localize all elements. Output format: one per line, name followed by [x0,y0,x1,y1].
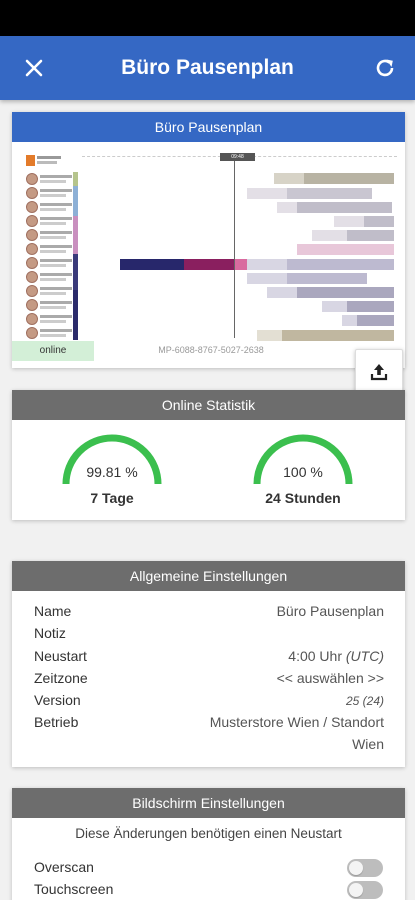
setting-value: Wien [352,736,384,752]
app-header: Büro Pausenplan [0,36,415,100]
setting-label: Notiz [34,625,66,641]
shift-bar [257,330,282,341]
shift-bar [342,315,357,326]
upload-button[interactable] [355,349,403,395]
setting-version: Version 25 (24) [34,692,384,714]
shift-bar [297,202,392,213]
shift-bar [297,244,394,255]
restart-notice: Diese Änderungen benötigen einen Neustar… [75,826,342,841]
setting-value: 25 (24) [345,694,384,708]
timezone-select[interactable]: << auswählen >> [276,670,384,686]
device-serial: MP-6088-8767-5027-2638 [134,341,288,359]
shift-bar [247,188,287,199]
shift-bar-active [234,259,247,270]
schedule-preview[interactable]: 09:48 [12,142,405,368]
setting-label: Zeitzone [34,670,88,686]
shift-bar [322,301,347,312]
setting-label: Name [34,603,72,619]
preview-card-header: Büro Pausenplan [12,112,405,142]
employee-row [26,187,76,200]
display-settings-header: Bildschirm Einstellungen [12,788,405,818]
online-stats-card: Online Statistik 99.81 % 7 Tage 100 % 24… [12,390,405,520]
section-color-bar [73,216,78,254]
employee-row [26,313,76,326]
restart-timezone: (UTC) [345,648,384,664]
setting-label: Version [34,692,81,708]
setting-value: 4:00 Uhr (UTC) [288,648,384,664]
setting-timezone[interactable]: Zeitzone << auswählen >> [34,670,384,692]
gauge-arc [253,434,353,485]
status-bar [0,0,415,36]
shift-bar [304,173,394,184]
shift-bar [277,202,297,213]
shift-bar-active [184,259,234,270]
shift-bar [287,188,372,199]
shift-bar [267,287,297,298]
preview-card: Büro Pausenplan 09:48 [12,112,405,368]
shift-bar-active [120,259,184,270]
section-color-bar [73,172,78,186]
display-settings-card: Bildschirm Einstellungen Diese Änderunge… [12,788,405,900]
online-status-badge: online [12,341,94,361]
shift-bar [312,230,347,241]
close-icon[interactable] [20,54,48,82]
refresh-icon[interactable] [371,54,399,82]
gauge-label: 7 Tage [90,490,134,506]
general-settings-header: Allgemeine Einstellungen [12,561,405,591]
setting-label: Betrieb [34,714,79,730]
gauge-24-hours: 100 % 24 Stunden [253,434,353,520]
setting-overscan: Overscan [34,859,384,881]
shift-bar [247,273,287,284]
upload-icon [370,364,388,381]
setting-touchscreen: Touchscreen [34,881,384,900]
gauge-7-days: 99.81 % 7 Tage [62,434,162,520]
employee-row [26,271,76,284]
gauge-label: 24 Stunden [265,490,341,506]
employee-row [26,215,76,228]
shift-bar [357,315,394,326]
shift-bar [364,216,394,227]
shift-bar [297,287,394,298]
setting-note[interactable]: Notiz [34,625,384,647]
section-color-bar [73,290,78,340]
restart-time: 4:00 Uhr [288,648,342,664]
setting-label: Touchscreen [34,881,114,897]
shift-bar [247,259,287,270]
setting-value: Büro Pausenplan [276,603,384,619]
gauge-arc [62,434,162,485]
shift-bar [282,330,394,341]
employee-row [26,173,76,186]
setting-company[interactable]: Betrieb Musterstore Wien / Standort Wien [34,714,384,758]
setting-value: Musterstore Wien / Standort [209,714,384,730]
setting-name[interactable]: Name Büro Pausenplan [34,603,384,625]
general-settings-card: Allgemeine Einstellungen Name Büro Pause… [12,561,405,767]
section-color-bar [73,186,78,216]
current-time-line [234,161,235,338]
gauge-value: 100 % [283,464,323,480]
shift-bar [334,216,364,227]
overscan-toggle[interactable] [347,859,383,877]
employee-row [26,285,76,298]
time-marker: 09:48 [220,153,255,161]
page-title: Büro Pausenplan [121,56,294,79]
shift-bar [287,259,394,270]
employee-row [26,257,76,270]
touchscreen-toggle[interactable] [347,881,383,899]
shift-bar [287,273,367,284]
employee-row [26,243,76,256]
employee-row [26,327,76,340]
setting-label: Neustart [34,648,87,664]
shift-bar [347,230,394,241]
setting-restart[interactable]: Neustart 4:00 Uhr (UTC) [34,648,384,670]
store-logo [26,155,62,167]
shift-bar [347,301,394,312]
gauge-value: 99.81 % [86,464,138,480]
employee-row [26,229,76,242]
shift-bar [274,173,304,184]
online-stats-header: Online Statistik [12,390,405,420]
section-color-bar [73,254,78,290]
setting-label: Overscan [34,859,94,875]
employee-row [26,299,76,312]
employee-row [26,201,76,214]
